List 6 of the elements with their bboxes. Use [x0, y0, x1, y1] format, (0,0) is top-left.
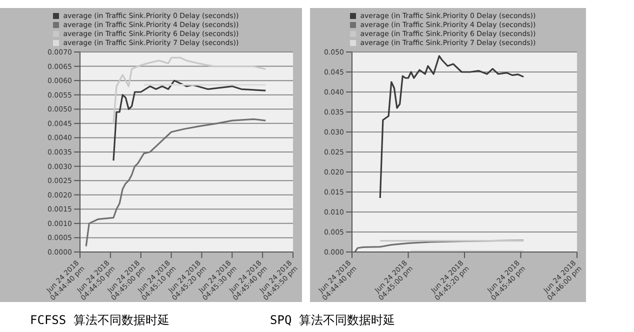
line-series — [85, 118, 266, 248]
line-series — [379, 55, 524, 199]
line-series — [112, 56, 266, 124]
text: SPQ 算法不同数据时延 — [270, 312, 395, 329]
text: FCFSS 算法不同数据时延 — [30, 312, 170, 329]
line-series — [112, 80, 266, 162]
